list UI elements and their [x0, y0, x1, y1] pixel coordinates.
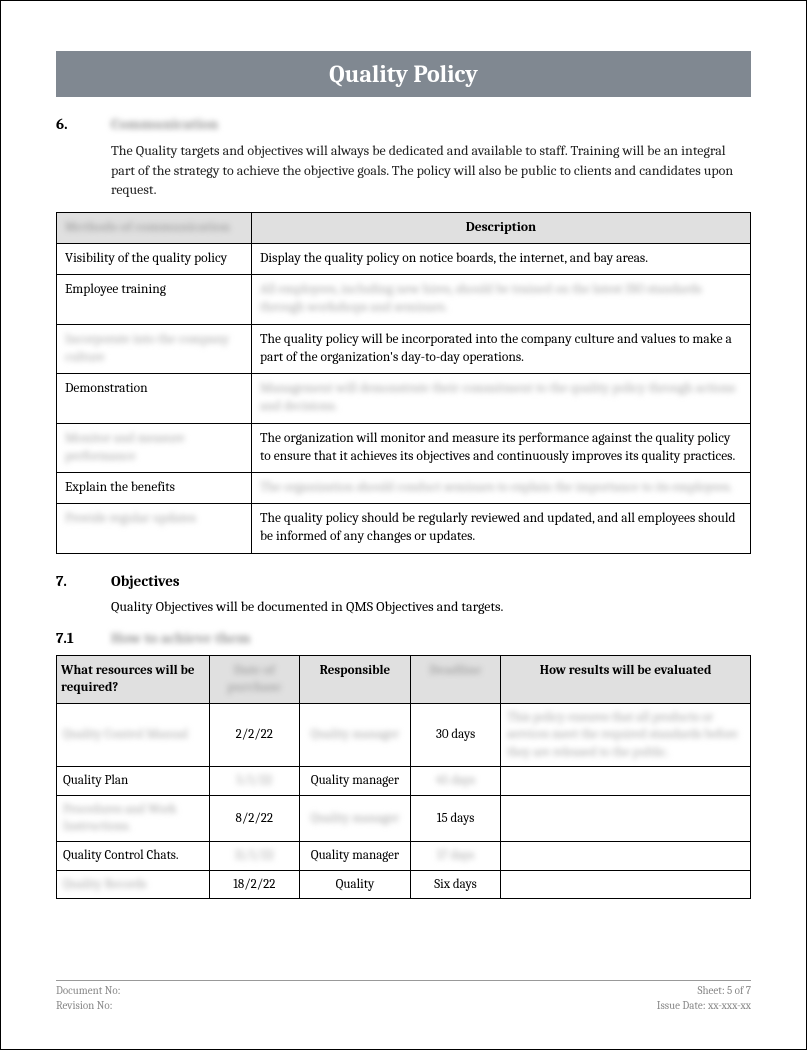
comm-desc-cell: The quality policy should be regularly r…	[252, 504, 751, 553]
comm-desc-cell: The organization should conduct seminars…	[252, 472, 751, 503]
communication-table: Methods of communication Description Vis…	[56, 212, 751, 554]
obj-cell: Quality manager	[299, 795, 410, 841]
section-6-heading: 6. Communication	[56, 115, 751, 133]
obj-cell: 2/2/22	[209, 703, 299, 767]
table-row: Explain the benefitsThe organization sho…	[57, 472, 751, 503]
obj-cell: Quality	[299, 870, 410, 899]
obj-cell: 18/2/22	[209, 870, 299, 899]
comm-desc-cell: The quality policy will be incorporated …	[252, 324, 751, 373]
obj-cell: This policy ensures that all products or…	[501, 703, 751, 767]
comm-desc-cell: Management will demonstrate their commit…	[252, 374, 751, 423]
obj-cell: Quality Control Manual	[57, 703, 210, 767]
obj-cell: 17 days	[410, 842, 500, 871]
table-row: Visibility of the quality policyDisplay …	[57, 244, 751, 275]
footer-document-no: Document No:	[56, 984, 121, 998]
footer-left: Document No: Revision No:	[56, 984, 121, 1013]
section-7-heading: 7. Objectives	[56, 572, 751, 590]
objectives-table: What resources will be required?Date of …	[56, 655, 751, 899]
obj-header-cell: Responsible	[299, 655, 410, 703]
obj-cell: Quality manager	[299, 842, 410, 871]
document-page: Quality Policy 6. Communication The Qual…	[1, 1, 806, 957]
obj-cell: 15 days	[410, 795, 500, 841]
obj-header-cell: Date of purchase	[209, 655, 299, 703]
obj-cell: Quality manager	[299, 703, 410, 767]
obj-cell	[501, 767, 751, 796]
footer-issue-date: Issue Date: xx-xxx-xx	[657, 999, 751, 1013]
section-7-number: 7.	[56, 572, 111, 590]
obj-cell: 30 days	[410, 703, 500, 767]
footer-sheet: Sheet: 5 of 7	[657, 984, 751, 998]
table-header-row: Methods of communication Description	[57, 212, 751, 243]
obj-cell	[501, 842, 751, 871]
comm-method-cell: Explain the benefits	[57, 472, 252, 503]
obj-cell: Quality manager	[299, 767, 410, 796]
footer-revision-no: Revision No:	[56, 999, 121, 1013]
comm-header-methods: Methods of communication	[65, 220, 230, 235]
obj-header-cell: Deadline	[410, 655, 500, 703]
comm-method-cell: Monitor and measure performance	[57, 423, 252, 472]
obj-cell: 5/1/22	[209, 767, 299, 796]
section-7-title: Objectives	[111, 572, 180, 590]
comm-method-cell: Visibility of the quality policy	[57, 244, 252, 275]
comm-method-cell: Provide regular updates	[57, 504, 252, 553]
obj-cell: Quality Control Chats.	[57, 842, 210, 871]
comm-desc-cell: The organization will monitor and measur…	[252, 423, 751, 472]
table-row: Employee trainingAll employees, includin…	[57, 275, 751, 324]
table-row: DemonstrationManagement will demonstrate…	[57, 374, 751, 423]
comm-method-cell: Demonstration	[57, 374, 252, 423]
comm-method-cell: Incorporate into the company culture	[57, 324, 252, 373]
obj-cell: Procedures and Work Instructions.	[57, 795, 210, 841]
table-row: Quality Records18/2/22QualitySix days	[57, 870, 751, 899]
obj-header-cell: How results will be evaluated	[501, 655, 751, 703]
obj-cell	[501, 870, 751, 899]
title-banner: Quality Policy	[56, 51, 751, 97]
obj-header-cell: What resources will be required?	[57, 655, 210, 703]
table-row: Quality Control Chats.11/1/22Quality man…	[57, 842, 751, 871]
obj-cell: 45 days	[410, 767, 500, 796]
page-footer: Document No: Revision No: Sheet: 5 of 7 …	[56, 980, 751, 1013]
obj-cell: 11/1/22	[209, 842, 299, 871]
section-7-intro: Quality Objectives will be documented in…	[111, 598, 751, 615]
section-6-intro: The Quality targets and objectives will …	[111, 141, 751, 200]
comm-method-cell: Employee training	[57, 275, 252, 324]
table-row: Monitor and measure performanceThe organ…	[57, 423, 751, 472]
section-71-title: How to achieve them	[111, 629, 251, 647]
table-row: Incorporate into the company cultureThe …	[57, 324, 751, 373]
section-71-number: 7.1	[56, 629, 111, 647]
table-header-row: What resources will be required?Date of …	[57, 655, 751, 703]
comm-header-description: Description	[252, 212, 751, 243]
obj-cell: Quality Plan	[57, 767, 210, 796]
table-row: Quality Control Manual2/2/22Quality mana…	[57, 703, 751, 767]
obj-cell	[501, 795, 751, 841]
comm-desc-cell: Display the quality policy on notice boa…	[252, 244, 751, 275]
section-6-number: 6.	[56, 115, 111, 133]
obj-cell: Six days	[410, 870, 500, 899]
obj-cell: Quality Records	[57, 870, 210, 899]
section-6-title: Communication	[111, 115, 218, 133]
section-71-heading: 7.1 How to achieve them	[56, 629, 751, 647]
comm-desc-cell: All employees, including new hires, shou…	[252, 275, 751, 324]
footer-right: Sheet: 5 of 7 Issue Date: xx-xxx-xx	[657, 984, 751, 1013]
table-row: Provide regular updatesThe quality polic…	[57, 504, 751, 553]
obj-cell: 8/2/22	[209, 795, 299, 841]
table-row: Quality Plan5/1/22Quality manager45 days	[57, 767, 751, 796]
table-row: Procedures and Work Instructions.8/2/22Q…	[57, 795, 751, 841]
